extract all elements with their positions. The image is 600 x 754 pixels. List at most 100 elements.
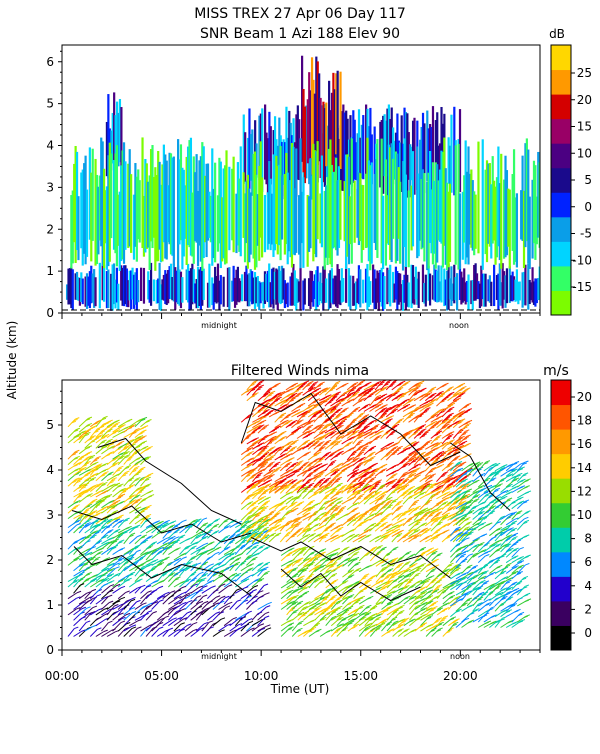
snr-cell: [475, 195, 477, 249]
wind-barb-flag: [98, 484, 102, 486]
snr-cell: [77, 196, 79, 260]
snr-cell: [203, 269, 205, 300]
wind-barb-flag: [132, 611, 136, 613]
wind-barb-flag: [147, 475, 151, 477]
wind-barb-flag: [309, 425, 313, 427]
wind-barb-flag: [216, 612, 220, 614]
snr-cell: [482, 139, 484, 270]
wind-barb-flag: [80, 584, 84, 586]
wind-barb-flag: [299, 386, 303, 388]
wind-barb-flag: [137, 550, 141, 552]
snr-cell: [425, 275, 427, 307]
wind-barb-flag: [281, 438, 285, 440]
wind-barb: [269, 383, 280, 390]
wind-barb-flag: [346, 460, 350, 462]
wind-barb-flag: [274, 470, 278, 472]
snr-cell: [304, 278, 306, 304]
wind-barb-flag: [336, 381, 340, 383]
snr-cell: [345, 264, 347, 303]
wind-barb-flag: [275, 385, 279, 387]
wind-barb: [113, 501, 125, 508]
snr-cell: [241, 274, 243, 301]
wind-barb-flag: [119, 454, 123, 456]
snr-cell: [456, 273, 458, 310]
wind-barb-flag: [169, 538, 173, 540]
snr-cell: [117, 284, 119, 310]
wind-barb-flag: [306, 435, 310, 437]
wind-barb-flag: [282, 413, 286, 415]
wind-barb-flag: [108, 538, 112, 540]
wind-barb: [264, 387, 274, 395]
wind-barb-flag: [326, 420, 330, 422]
wind-barb-flag: [192, 543, 196, 545]
wind-barb-flag: [358, 401, 362, 403]
wind-barb-flag: [76, 428, 80, 430]
wind-barb-flag: [271, 391, 275, 393]
wind-barb-flag: [336, 401, 340, 403]
wind-barb-flag: [338, 441, 342, 443]
wind-barb-flag: [370, 466, 374, 468]
wind-barb-flag: [256, 440, 260, 442]
wind-barb-flag: [93, 499, 97, 501]
wind-barb-flag: [259, 547, 263, 549]
wind-barb-flag: [219, 576, 223, 578]
wind-barb-flag: [93, 606, 97, 608]
wind-barb-flag: [335, 417, 339, 419]
wind-barb-flag: [279, 456, 283, 458]
wind-barb: [113, 548, 125, 555]
wind-barb-flag: [324, 434, 328, 436]
wind-barb-flag: [341, 411, 345, 413]
wind-barb: [275, 413, 286, 422]
wind-barb-flag: [228, 585, 232, 587]
wind-barb-flag: [95, 493, 99, 495]
wind-barb-flag: [283, 436, 287, 438]
wind-barb-flag: [118, 486, 122, 488]
wind-barb: [118, 471, 129, 481]
snr-cell: [302, 177, 304, 268]
wind-barb-flag: [261, 456, 265, 458]
wind-barb-flag: [330, 471, 334, 473]
wind-barb: [152, 586, 163, 593]
wind-barb-flag: [203, 595, 207, 597]
wind-barb-flag: [309, 382, 313, 384]
wind-barb-flag: [266, 571, 270, 573]
wind-barb-flag: [267, 628, 271, 630]
snr-cell: [449, 184, 451, 262]
wind-barb-flag: [237, 558, 241, 560]
wind-barb-flag: [85, 521, 89, 523]
snr-colorbar-cells: [551, 45, 571, 316]
wind-barb-flag: [358, 472, 362, 474]
wind-barb-flag: [269, 448, 273, 450]
wind-barb-flag: [381, 395, 385, 397]
wind-barb-flag: [293, 431, 297, 433]
wind-barb-flag: [372, 465, 376, 467]
wind-barb-flag: [142, 430, 146, 432]
wind-barb-flag: [113, 478, 117, 480]
wind-barb: [252, 612, 262, 620]
wind-barb-flag: [375, 390, 379, 392]
wind-barb-flag: [136, 458, 140, 460]
wind-barb-flag: [281, 455, 285, 457]
wind-barb-flag: [159, 586, 163, 588]
wind-barb-staff: [163, 564, 169, 571]
wind-barb-flag: [329, 429, 333, 431]
wind-barb: [107, 605, 118, 615]
wind-barb: [258, 584, 268, 593]
snr-cell: [304, 107, 306, 184]
wind-barb-flag: [78, 487, 82, 489]
wind-barb-flag: [87, 523, 91, 525]
wind-barb-flag: [279, 478, 283, 480]
wind-barb-flag: [131, 599, 135, 601]
wind-barb-flag: [317, 388, 321, 390]
wind-barb-flag: [356, 458, 360, 460]
wind-barb-flag: [77, 591, 81, 593]
wind-barb: [101, 472, 113, 481]
wind-barb-flag: [305, 453, 309, 455]
wind-barb-flag: [264, 567, 268, 569]
wind-barb-flag: [80, 469, 84, 471]
wind-barb-staff: [213, 631, 221, 636]
wind-barb-flag: [371, 456, 375, 458]
wind-barb-flag: [295, 440, 299, 442]
wind-barb-flag: [109, 502, 113, 504]
wind-barb-flag: [181, 554, 185, 556]
